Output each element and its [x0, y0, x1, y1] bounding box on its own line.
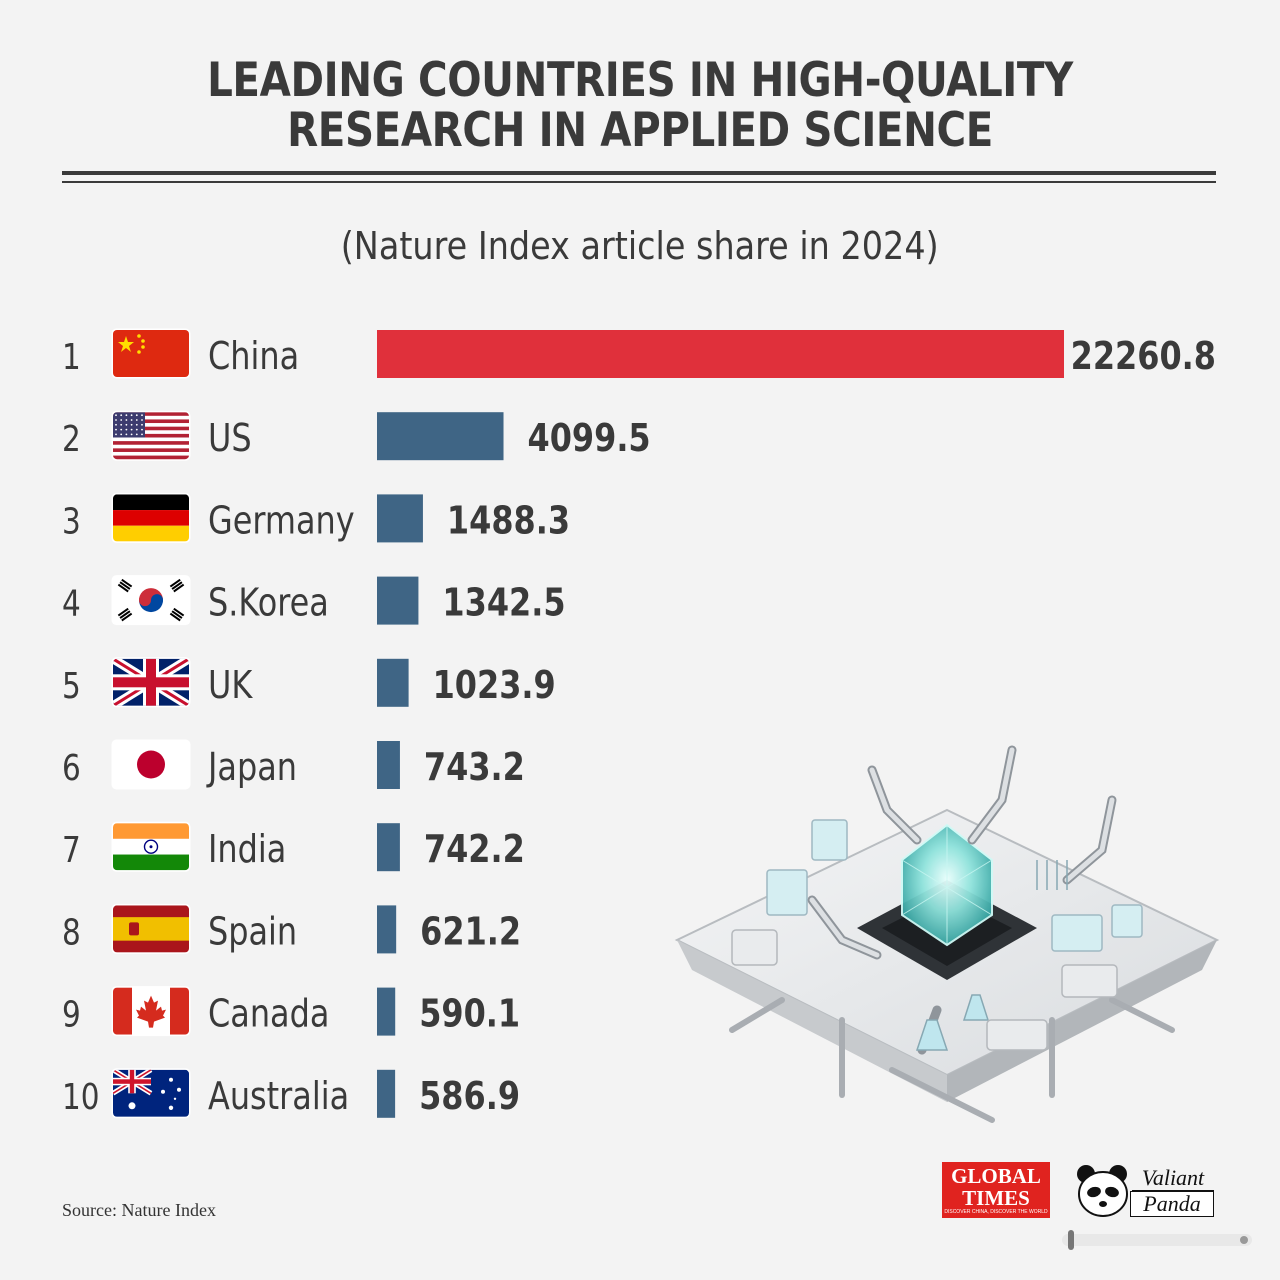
bottom-decor-strip [1062, 1230, 1252, 1250]
country-label: UK [208, 663, 253, 707]
rank-label: 2 [62, 417, 81, 460]
bar [377, 741, 400, 789]
bar-chart: 1 China 22260.8 2 US 4099.5 3 Germany 1488.3 4 S.K… [62, 328, 1216, 1119]
valiant-panda-word-2: Panda [1130, 1191, 1214, 1217]
chart-title-line-1: LEADING COUNTRIES IN HIGH-QUALITY [207, 53, 1073, 108]
rank-label: 8 [62, 910, 81, 953]
rank-label: 7 [62, 828, 81, 871]
laboratory-illustration [674, 745, 1220, 1123]
rank-label: 5 [62, 664, 81, 707]
rank-label: 3 [62, 499, 81, 542]
source-note: Source: Nature Index [62, 1200, 216, 1220]
rank-label: 10 [62, 1075, 100, 1118]
global-times-logo: GLOBAL TIMES DISCOVER CHINA, DISCOVER TH… [942, 1162, 1050, 1218]
rank-label: 6 [62, 746, 81, 789]
global-times-logo-text: GLOBAL TIMES [951, 1164, 1041, 1210]
bar [377, 330, 1064, 378]
country-label: Spain [208, 910, 297, 954]
value-label: 743.2 [424, 745, 525, 789]
country-label: Japan [206, 745, 297, 789]
japan-flag-icon [111, 739, 191, 790]
value-label: 1023.9 [433, 663, 556, 707]
country-label: India [208, 828, 286, 872]
chart-title: LEADING COUNTRIES IN HIGH-QUALITY RESEAR… [0, 56, 1280, 156]
value-label: 590.1 [419, 992, 520, 1036]
bar [377, 987, 396, 1036]
title-divider-bottom [62, 181, 1216, 183]
country-label: Australia [208, 1074, 349, 1118]
value-label: 742.2 [424, 828, 525, 872]
country-label: S.Korea [208, 581, 329, 625]
country-label: Germany [208, 499, 355, 543]
bar [377, 576, 419, 625]
title-divider-top [62, 171, 1216, 175]
india-flag-icon [111, 821, 191, 872]
country-label: US [208, 417, 252, 461]
value-label: 1488.3 [447, 499, 570, 543]
value-label: 621.2 [420, 910, 521, 954]
bar [377, 494, 423, 543]
china-flag-icon [111, 328, 191, 379]
global-times-tagline: DISCOVER CHINA, DISCOVER THE WORLD [944, 1209, 1048, 1215]
south-korea-flag-icon [111, 575, 191, 626]
bar [377, 905, 397, 954]
germany-flag-icon [111, 492, 191, 543]
value-label: 4099.5 [528, 417, 651, 461]
country-label: Canada [208, 992, 329, 1036]
bar [377, 1069, 396, 1118]
valiant-panda-logo: Valiant Panda [1074, 1162, 1218, 1220]
value-label: 586.9 [419, 1074, 520, 1118]
australia-flag-icon [111, 1068, 191, 1119]
chart-title-line-2: RESEARCH IN APPLIED SCIENCE [287, 103, 993, 158]
panda-icon [1077, 1165, 1128, 1217]
country-label: China [208, 334, 299, 378]
bar [377, 823, 400, 872]
valiant-panda-word-1: Valiant [1132, 1166, 1214, 1192]
rank-label: 4 [62, 582, 81, 625]
value-label: 22260.8 [1071, 334, 1216, 378]
canada-flag-icon [111, 986, 191, 1037]
rank-label: 9 [62, 993, 81, 1036]
rank-label: 1 [62, 335, 81, 378]
bar [377, 412, 504, 461]
spain-flag-icon [111, 903, 191, 954]
value-label: 1342.5 [442, 581, 565, 625]
chart-subtitle-text: (Nature Index article share in 2024) [341, 224, 939, 268]
bar [377, 658, 409, 707]
us-flag-icon [111, 410, 191, 461]
chart-subtitle: (Nature Index article share in 2024) [0, 224, 1280, 268]
uk-flag-icon [111, 657, 191, 708]
